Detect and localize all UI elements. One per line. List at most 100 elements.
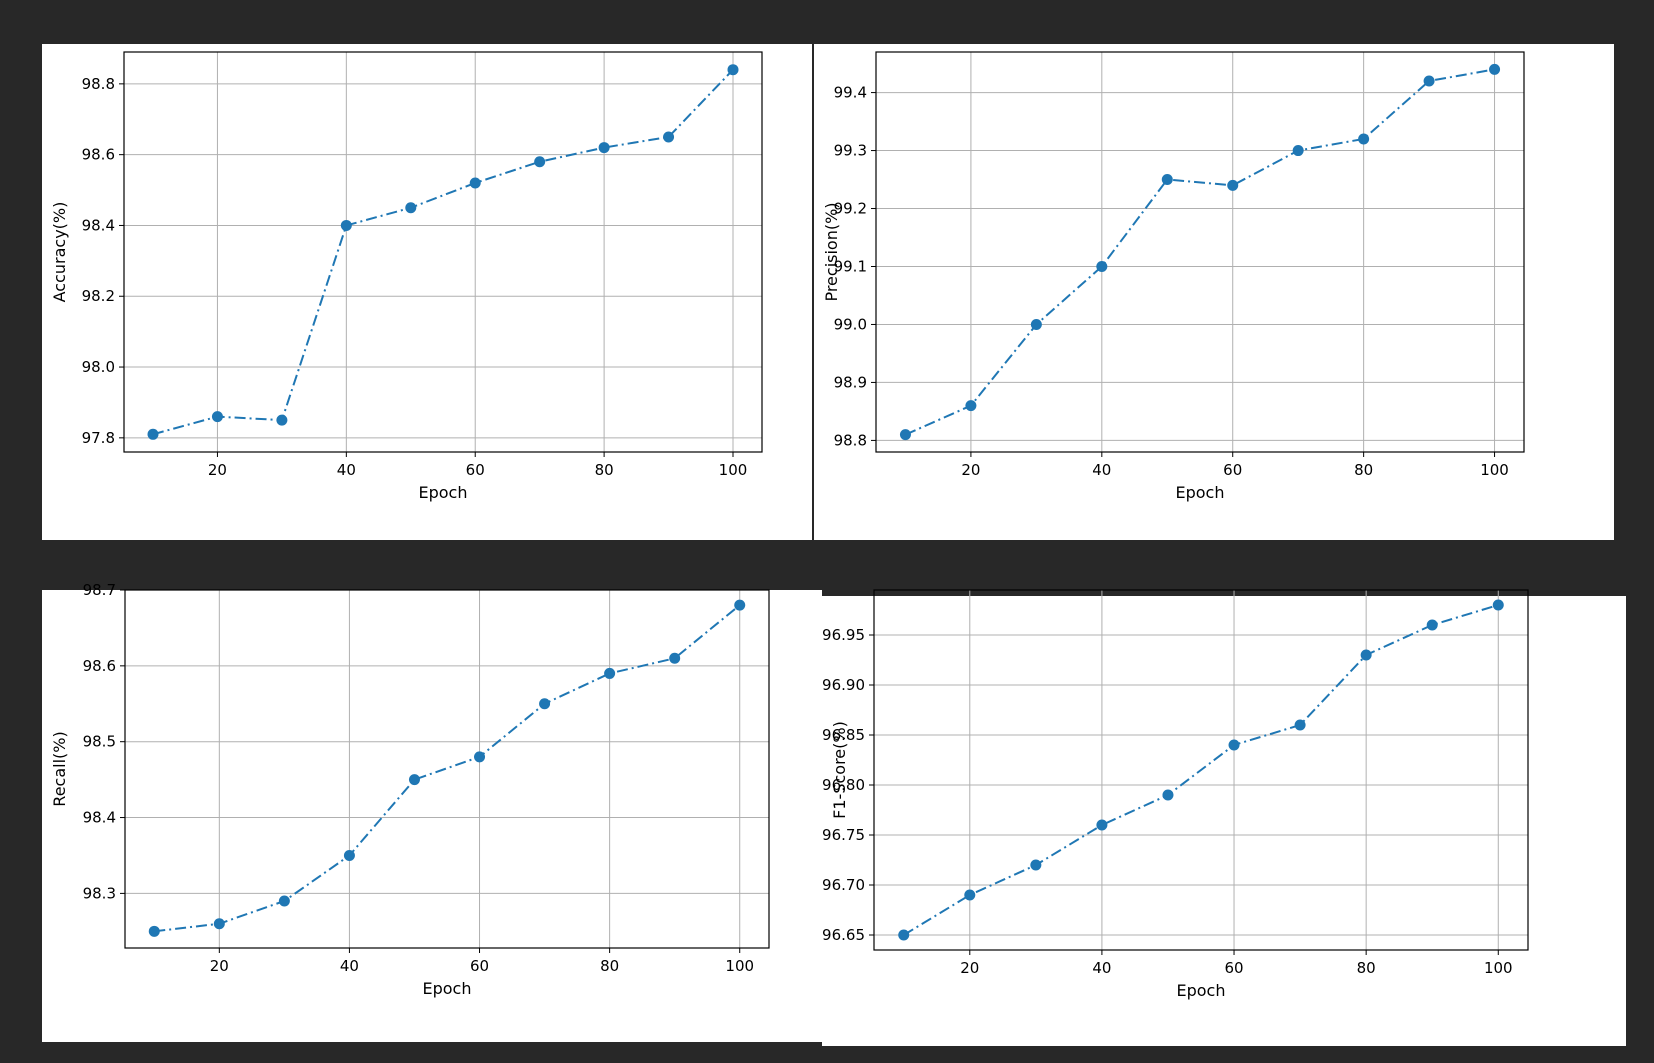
- data-point: [539, 698, 551, 710]
- data-point: [147, 428, 159, 440]
- data-point: [213, 918, 225, 930]
- data-point: [211, 411, 223, 423]
- y-tick-label: 96.65: [822, 926, 865, 944]
- x-tick-label: 100: [1484, 959, 1513, 977]
- data-point: [474, 751, 486, 763]
- x-axis-label: Epoch: [1176, 483, 1225, 502]
- x-tick-label: 20: [208, 461, 227, 479]
- y-tick-label: 98.8: [834, 431, 867, 449]
- y-tick-label: 96.75: [822, 826, 865, 844]
- accuracy-chart-panel: 20 40 60 80 100 97.8 98.0 98.2 98.4 98.6 98.8 Epoch…: [42, 44, 812, 540]
- data-point: [469, 177, 481, 189]
- y-tick-label: 96.80: [822, 776, 865, 794]
- x-tick-label: 100: [1480, 461, 1509, 479]
- x-tick-label: 20: [960, 959, 979, 977]
- data-point: [965, 400, 977, 412]
- y-axis-label: F1-Score(%): [830, 721, 849, 819]
- data-point: [1096, 819, 1108, 831]
- data-point: [534, 156, 546, 168]
- y-axis-label: Precision(%): [822, 202, 841, 301]
- x-tick-label: 100: [725, 957, 754, 975]
- recall-chart-panel: 20 40 60 80 100 98.3 98.4 98.5 98.6 98.7 Epoch Reca…: [42, 581, 822, 1042]
- data-point: [604, 667, 616, 679]
- x-tick-label: 20: [961, 461, 980, 479]
- accuracy-series-line: [152, 69, 734, 436]
- x-tick-label: 40: [340, 957, 359, 975]
- data-point: [898, 929, 910, 941]
- data-point: [340, 219, 352, 231]
- x-tick-label: 60: [470, 957, 489, 975]
- data-point: [1360, 649, 1372, 661]
- x-tick-label: 40: [1092, 959, 1111, 977]
- data-point: [408, 774, 420, 786]
- y-tick-label: 98.7: [83, 581, 116, 599]
- x-tick-label: 80: [1357, 959, 1376, 977]
- x-tick-label: 100: [719, 461, 748, 479]
- y-axis-label: Accuracy(%): [50, 202, 69, 303]
- data-point: [1030, 318, 1042, 330]
- data-point: [1423, 75, 1435, 87]
- x-tick-label: 80: [595, 461, 614, 479]
- x-tick-label: 60: [466, 461, 485, 479]
- recall-series-line: [154, 604, 741, 933]
- data-point: [734, 599, 746, 611]
- x-axis-label: Epoch: [423, 979, 472, 998]
- data-point: [899, 429, 911, 441]
- y-tick-label: 99.2: [834, 200, 867, 218]
- precision-chart: 20 40 60 80 100 98.8 98.9 99.0 99.1 99.2 99.3 99.4 E…: [822, 51, 1525, 502]
- x-axis-label: Epoch: [1177, 981, 1226, 1000]
- y-tick-label: 98.2: [82, 287, 115, 305]
- y-tick-label: 96.85: [822, 726, 865, 744]
- recall-chart: 20 40 60 80 100 98.3 98.4 98.5 98.6 98.7 Epoch Reca…: [50, 581, 770, 998]
- y-tick-label: 98.9: [834, 373, 867, 391]
- x-tick-label: 20: [210, 957, 229, 975]
- recall-plot-frame: [124, 589, 770, 949]
- data-point: [1227, 179, 1239, 191]
- data-point: [598, 142, 610, 154]
- accuracy-chart: 20 40 60 80 100 97.8 98.0 98.2 98.4 98.6 98.8 Epoch…: [50, 51, 763, 502]
- y-tick-label: 99.4: [834, 84, 867, 102]
- data-point: [1162, 789, 1174, 801]
- y-tick-label: 96.95: [822, 626, 865, 644]
- y-tick-label: 98.4: [82, 216, 115, 234]
- data-point: [1426, 619, 1438, 631]
- data-point: [148, 925, 160, 937]
- y-tick-label: 98.4: [83, 809, 116, 827]
- accuracy-grid: [124, 52, 762, 452]
- x-tick-label: 60: [1223, 461, 1242, 479]
- data-point: [1292, 145, 1304, 157]
- precision-series-line: [905, 68, 1495, 436]
- data-point: [1228, 739, 1240, 751]
- data-point: [1030, 859, 1042, 871]
- y-tick-label: 99.0: [834, 315, 867, 333]
- data-point: [1161, 174, 1173, 186]
- x-tick-label: 80: [600, 957, 619, 975]
- x-tick-label: 80: [1354, 461, 1373, 479]
- precision-grid: [876, 52, 1524, 452]
- f1-score-chart-panel: 20 40 60 80 100 96.65 96.70 96.75 96.80 96.85 96.9…: [822, 589, 1626, 1046]
- x-axis-label: Epoch: [419, 483, 468, 502]
- y-tick-label: 98.5: [83, 733, 116, 751]
- data-point: [405, 202, 417, 214]
- x-tick-label: 40: [337, 461, 356, 479]
- data-point: [727, 64, 739, 76]
- y-tick-label: 98.8: [82, 75, 115, 93]
- data-point: [278, 895, 290, 907]
- y-tick-label: 99.3: [834, 142, 867, 160]
- data-point: [1489, 63, 1501, 75]
- y-tick-label: 98.0: [82, 358, 115, 376]
- y-tick-label: 98.6: [83, 657, 116, 675]
- data-point: [1096, 260, 1108, 272]
- y-tick-label: 98.6: [82, 146, 115, 164]
- y-tick-label: 96.90: [822, 676, 865, 694]
- data-point: [669, 652, 681, 664]
- y-tick-label: 97.8: [82, 429, 115, 447]
- precision-chart-panel: 20 40 60 80 100 98.8 98.9 99.0 99.1 99.2 99.3 99.4 E…: [814, 44, 1614, 540]
- data-point: [343, 849, 355, 861]
- y-tick-label: 96.70: [822, 876, 865, 894]
- data-point: [964, 889, 976, 901]
- recall-grid: [125, 589, 769, 948]
- x-tick-label: 60: [1224, 959, 1243, 977]
- data-point: [276, 414, 288, 426]
- y-tick-label: 98.3: [83, 884, 116, 902]
